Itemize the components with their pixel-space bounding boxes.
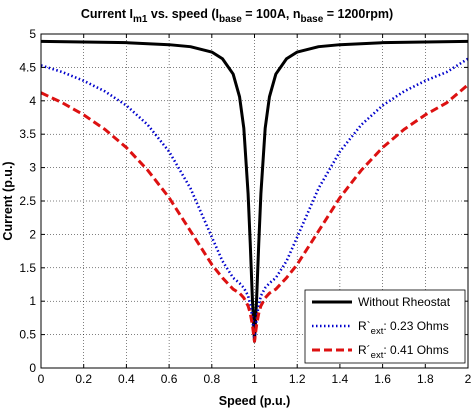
x-tick-label: 0.8 — [203, 372, 220, 386]
y-tick-label: 4.5 — [19, 60, 36, 74]
y-tick-label: 4 — [29, 94, 36, 108]
y-tick-label: 0.5 — [19, 328, 36, 342]
y-tick-label: 3 — [29, 161, 36, 175]
y-tick-label: 2 — [29, 227, 36, 241]
series-line-3 — [40, 83, 469, 343]
x-tick-label: 1.6 — [374, 372, 391, 386]
x-tick-label: 0.6 — [161, 372, 178, 386]
series-lines — [40, 39, 469, 343]
x-tick-label: 0.2 — [75, 372, 92, 386]
x-tick-label: 0 — [38, 372, 45, 386]
x-tick-label: 0.4 — [118, 372, 135, 386]
x-tick-label: 1 — [251, 372, 258, 386]
y-axis-label: Current (p.u.) — [1, 161, 15, 240]
legend-label-1: Without Rheostat — [358, 295, 451, 309]
x-axis-label: Speed (p.u.) — [219, 394, 291, 408]
x-tick-label: 2 — [465, 372, 472, 386]
y-tick-label: 3.5 — [19, 127, 36, 141]
y-tick-label: 1.5 — [19, 261, 36, 275]
y-tick-label: 0 — [29, 361, 36, 375]
y-tick-label: 5 — [29, 27, 36, 41]
legend: Without Rheostat R`ext: 0.23 Ohms R´ext: 0… — [304, 289, 466, 364]
x-tick-label: 1.2 — [289, 372, 306, 386]
axis-ticks: 0 0.2 0.4 0.6 0.8 1 1.2 1.4 1.6 1.8 2 0 0.5 1 1.5 2 2.5 3… — [19, 27, 471, 386]
legend-label-3: R´ext: 0.41 Ohms — [358, 343, 449, 361]
chart-title: Current Im1 vs. speed (Ibase = 100A, nba… — [81, 7, 393, 25]
y-tick-label: 2.5 — [19, 194, 36, 208]
legend-label-2: R`ext: 0.23 Ohms — [358, 319, 449, 337]
y-tick-label: 1 — [29, 294, 36, 308]
x-tick-label: 1.8 — [417, 372, 434, 386]
x-tick-label: 1.4 — [332, 372, 349, 386]
